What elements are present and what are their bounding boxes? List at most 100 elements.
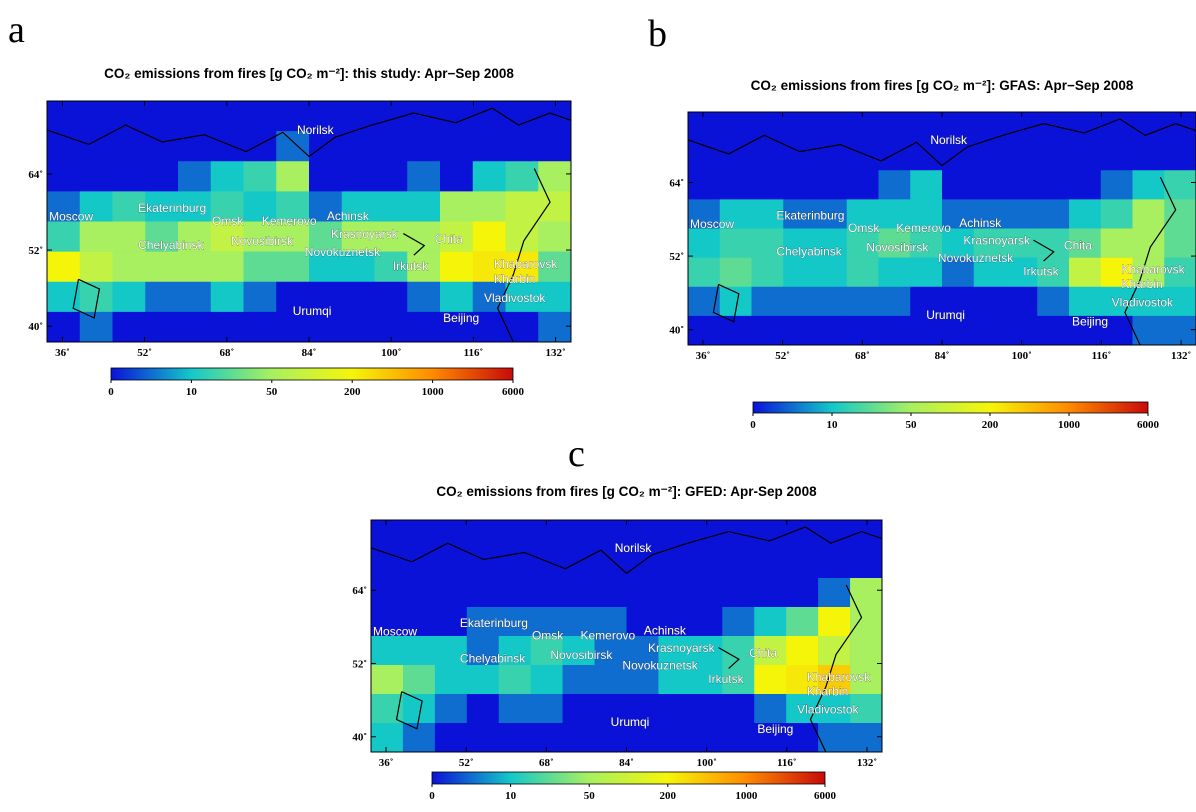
heat-cell: [341, 131, 375, 162]
heat-cell: [1164, 112, 1196, 142]
heat-cell: [1037, 141, 1070, 171]
panel-letter: c: [568, 433, 585, 475]
heat-cell: [626, 723, 659, 753]
heat-cell: [440, 161, 474, 192]
heat-cell: [505, 191, 539, 222]
heat-cell: [878, 112, 911, 142]
heat-cell: [594, 607, 627, 637]
heat-cell: [276, 251, 310, 283]
y-tick-label: 40˚: [28, 321, 43, 333]
coastline: [370, 526, 883, 575]
heat-cell: [690, 694, 723, 724]
colorbar-tick-label: 10: [186, 386, 198, 398]
heat-cell: [530, 694, 563, 724]
city-label: Beijing: [757, 722, 793, 736]
city-label: Ekaterinburg: [460, 616, 528, 630]
heat-cell: [786, 607, 819, 637]
heat-cell: [178, 161, 212, 192]
x-tick-label: 36˚: [55, 347, 70, 359]
heat-cell: [112, 221, 146, 252]
heat-cell: [309, 221, 343, 252]
heat-cell: [276, 131, 310, 162]
heat-cell: [846, 141, 879, 171]
heat-cell: [658, 694, 691, 724]
panel-letter: a: [8, 9, 25, 51]
heat-cell: [371, 723, 404, 753]
heat-cell: [466, 694, 500, 724]
colorbar-tick-label: 50: [906, 419, 918, 431]
heat-cell: [371, 636, 404, 666]
heat-cell: [145, 101, 179, 132]
heat-cell: [1069, 141, 1102, 171]
coastline: [46, 107, 572, 158]
heat-cell: [594, 723, 627, 753]
heat-cell: [690, 578, 723, 608]
heat-cell: [942, 170, 975, 200]
heat-cell: [1005, 170, 1038, 200]
heat-cell: [1132, 141, 1165, 171]
heat-cell: [178, 251, 212, 283]
heat-cell: [562, 723, 595, 753]
city-label: Novokuznetsk: [938, 251, 1014, 265]
heat-cell: [850, 694, 883, 724]
heat-cell: [472, 281, 506, 313]
heat-cell: [440, 221, 474, 252]
panel: a CO₂ emissions from fires [g CO₂ m⁻²]: t…: [8, 9, 572, 398]
x-tick-label: 116˚: [777, 757, 797, 769]
city-label: Novokuznetsk: [622, 658, 698, 672]
city-label: Kharbin: [807, 684, 848, 698]
heat-cell: [47, 221, 81, 252]
heat-cell: [434, 578, 468, 608]
heat-cell: [973, 228, 1006, 258]
heat-cell: [783, 315, 816, 346]
heat-cell: [472, 221, 506, 252]
heat-cell: [658, 665, 691, 695]
heat-cell: [688, 228, 721, 258]
heat-cell: [626, 607, 659, 637]
x-tick-label: 100˚: [697, 757, 717, 769]
heat-cell: [79, 251, 113, 283]
heat-cell: [846, 286, 879, 317]
heat-cell: [751, 228, 784, 258]
heat-cell: [1132, 199, 1165, 229]
heat-cell: [276, 161, 310, 192]
heat-cell: [341, 311, 375, 343]
heat-cell: [1132, 170, 1165, 200]
colorbar-tick-label: 200: [660, 790, 677, 802]
heat-cell: [754, 636, 787, 666]
heat-cell: [466, 578, 500, 608]
heat-cell: [341, 281, 375, 313]
heat-cell: [690, 549, 723, 579]
heat-cell: [374, 251, 408, 283]
heat-cell: [434, 549, 468, 579]
heat-cell: [145, 161, 179, 192]
city-label: Novosibirsk: [866, 240, 929, 254]
city-label: Kemerovo: [262, 214, 317, 228]
heat-cell: [594, 520, 627, 550]
heat-cell: [1005, 228, 1038, 258]
heat-cell: [47, 311, 81, 343]
x-tick-label: 132˚: [857, 757, 877, 769]
heat-cell: [374, 161, 408, 192]
heat-cell: [658, 723, 691, 753]
colorbar: [752, 401, 1149, 414]
city-label: Vladivostok: [1112, 295, 1174, 309]
heat-cell: [47, 101, 81, 132]
heat-cell: [79, 311, 113, 343]
heat-cell: [973, 315, 1006, 346]
heat-cell: [690, 665, 723, 695]
city-label: Omsk: [532, 629, 564, 643]
heat-cell: [210, 161, 244, 192]
heat-cell: [1164, 286, 1196, 317]
city-label: Krasnoyarsk: [331, 227, 399, 241]
heat-cell: [818, 694, 851, 724]
chart-title: CO₂ emissions from fires [g CO₂ m⁻²]: th…: [104, 66, 514, 81]
heat-cell: [562, 607, 595, 637]
heat-cell: [754, 549, 787, 579]
heat-cell: [626, 694, 659, 724]
heat-cell: [466, 723, 500, 753]
x-tick-label: 116˚: [1092, 350, 1112, 362]
colorbar-tick-label: 1000: [1058, 419, 1081, 431]
heat-cell: [783, 199, 816, 229]
y-tick-label: 52˚: [352, 658, 367, 670]
